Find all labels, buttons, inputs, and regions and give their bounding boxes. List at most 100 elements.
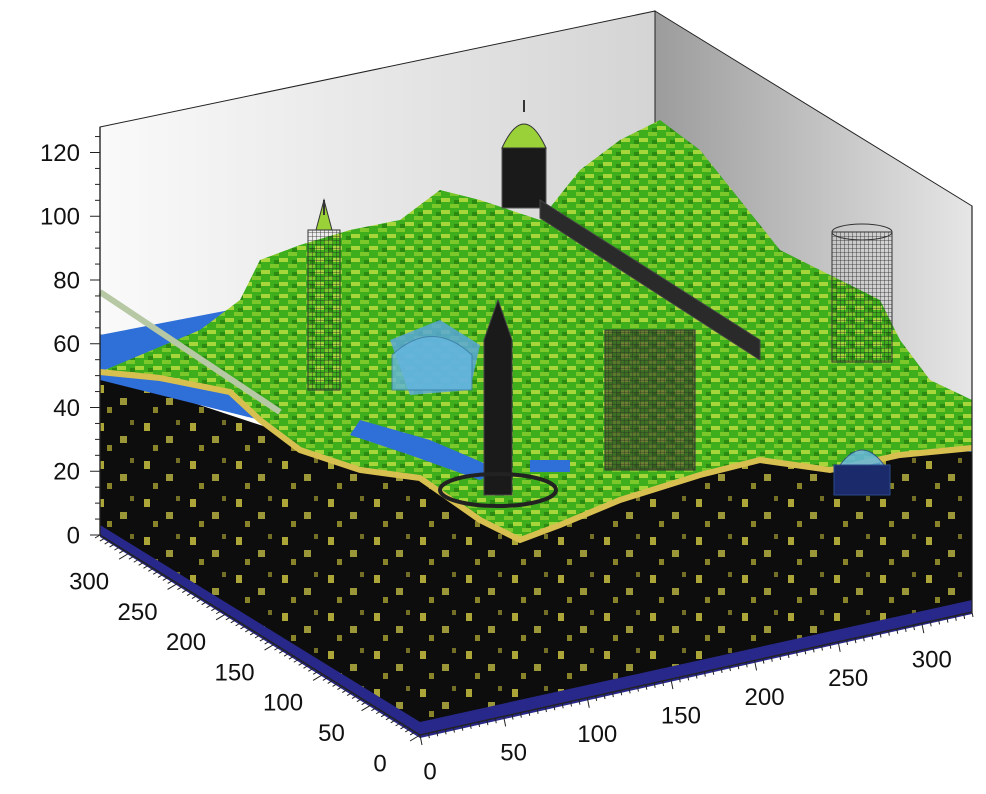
x-minor-tick [461,725,464,731]
y-minor-tick [94,534,101,539]
x-minor-tick [846,639,849,646]
x-minor-tick [528,710,531,716]
x-minor-tick [452,727,455,733]
y-minor-tick [375,710,382,715]
y-minor-tick [312,670,319,675]
y-minor-tick [390,719,397,724]
x-minor-tick [779,654,782,660]
block-tower [604,329,696,471]
y-minor-tick [298,661,304,666]
structures [98,100,893,508]
x-minor-tick [662,680,665,687]
x-minor-tick [511,714,514,720]
y-minor-tick [278,649,285,654]
y-minor-tick [191,595,198,600]
y-minor-tick [230,619,237,624]
y-axis: 0 50 100 150 200 250 300 [69,534,421,777]
x-minor-tick [553,705,556,711]
x-tick-label: 0 [423,758,436,785]
domed-tower [501,100,547,209]
y-minor-tick [409,731,416,736]
y-minor-tick [138,561,144,566]
x-minor-tick [787,652,790,659]
x-major-tick [503,716,507,727]
y-tick-label: 250 [118,599,158,626]
x-major-tick [586,697,590,708]
x-minor-tick [745,662,748,668]
soil-rim [99,369,973,544]
x-minor-tick [795,651,798,657]
y-minor-tick [342,689,348,693]
x-minor-tick [812,647,815,653]
x-minor-tick [687,675,690,681]
x-minor-tick [720,667,723,674]
river [350,420,500,480]
y-minor-tick [99,537,106,542]
z-tick-label: 120 [40,140,80,167]
rail-line [98,289,282,415]
y-minor-tick [385,716,392,721]
z-tick-label: 100 [40,204,80,231]
x-tick-label: 100 [577,721,617,748]
y-minor-tick [245,628,251,633]
x-minor-tick [436,731,439,737]
x-minor-tick [486,719,489,726]
x-minor-tick [620,690,623,696]
y-minor-tick [152,570,159,575]
small-dome [833,449,891,496]
y-minor-tick [395,722,401,727]
glass-dome [391,336,473,391]
x-minor-tick [737,664,740,670]
x-minor-tick [469,723,472,729]
y-tick-label: 100 [263,690,303,717]
x-minor-tick [678,677,681,683]
y-minor-tick [288,655,295,660]
x-tick-label: 300 [912,647,952,674]
y-minor-tick [225,616,232,621]
x-minor-tick [703,671,706,677]
y-major-tick [409,734,421,742]
y-minor-tick [264,640,270,645]
x-minor-tick [879,632,882,638]
wall-structure [539,199,761,361]
y-minor-tick [215,610,222,615]
x-minor-tick [912,624,915,631]
y-minor-tick [327,680,333,684]
y-minor-tick [162,576,169,581]
x-minor-tick [820,645,823,651]
x-minor-tick [478,721,481,728]
y-minor-tick [337,686,343,690]
y-major-tick [312,673,324,681]
x-major-tick [921,623,925,634]
x-minor-tick [896,628,899,634]
x-minor-tick [971,611,974,618]
x-tick-label: 50 [500,740,527,767]
x-minor-tick [561,703,564,709]
x-major-tick [419,734,423,746]
y-minor-tick [259,637,266,642]
z-tick-label: 40 [53,395,80,422]
y-minor-tick [254,634,261,639]
x-tick-label: 250 [828,665,868,692]
y-minor-tick [211,607,217,612]
tall-tower [307,198,341,391]
y-minor-tick [206,604,212,609]
y-minor-tick [332,683,338,687]
x-minor-tick [938,619,941,625]
x-minor-tick [762,658,765,664]
y-tick-label: 150 [215,659,255,686]
z-axis: 0 20 40 60 80 100 120 [40,127,101,549]
y-major-tick [264,643,275,651]
y-minor-tick [240,625,246,630]
y-major-tick [118,552,130,560]
y-tick-label: 50 [318,720,345,747]
y-minor-tick [371,707,377,712]
y-minor-tick [249,631,256,636]
x-tick-label: 200 [745,684,785,711]
x-major-tick [837,641,841,652]
x-minor-tick [946,617,949,623]
y-minor-tick [148,567,154,572]
x-minor-tick [887,630,890,636]
y-minor-tick [114,546,120,551]
z-tick-label: 0 [67,522,80,549]
